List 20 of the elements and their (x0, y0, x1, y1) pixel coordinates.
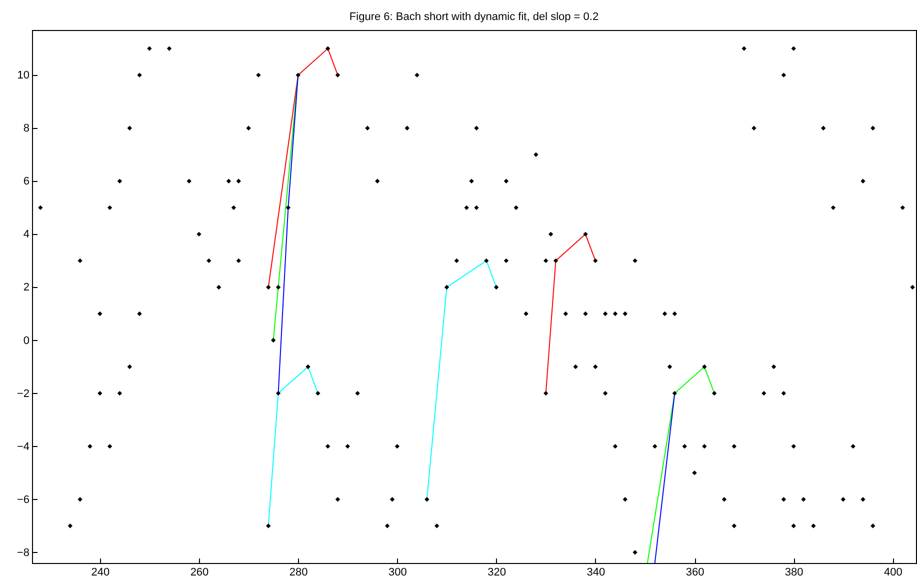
x-tick-label: 300 (388, 566, 407, 578)
y-tick-label: 8 (23, 122, 30, 135)
y-tick-label: 2 (23, 282, 30, 294)
y-tick-label: 0 (23, 334, 30, 347)
y-tick-label: −6 (16, 494, 30, 506)
y-tick-label: −2 (16, 388, 30, 400)
y-tick-label: −8 (16, 546, 30, 559)
x-tick-label: 280 (289, 566, 308, 578)
x-tick-label: 360 (686, 566, 704, 578)
y-tick-label: −4 (16, 440, 30, 453)
x-tick-label: 400 (884, 566, 902, 578)
chart-title: Figure 6: Bach short with dynamic fit, del slop = 0.2 (349, 11, 599, 23)
x-tick-label: 320 (488, 566, 506, 578)
x-tick-label: 260 (190, 566, 209, 578)
y-tick-label: 4 (23, 228, 30, 241)
y-tick-label: 6 (23, 176, 30, 188)
x-tick-label: 240 (91, 566, 110, 578)
y-tick-label: 10 (17, 70, 30, 82)
x-tick-label: 340 (586, 566, 606, 578)
x-tick-label: 380 (784, 566, 804, 578)
